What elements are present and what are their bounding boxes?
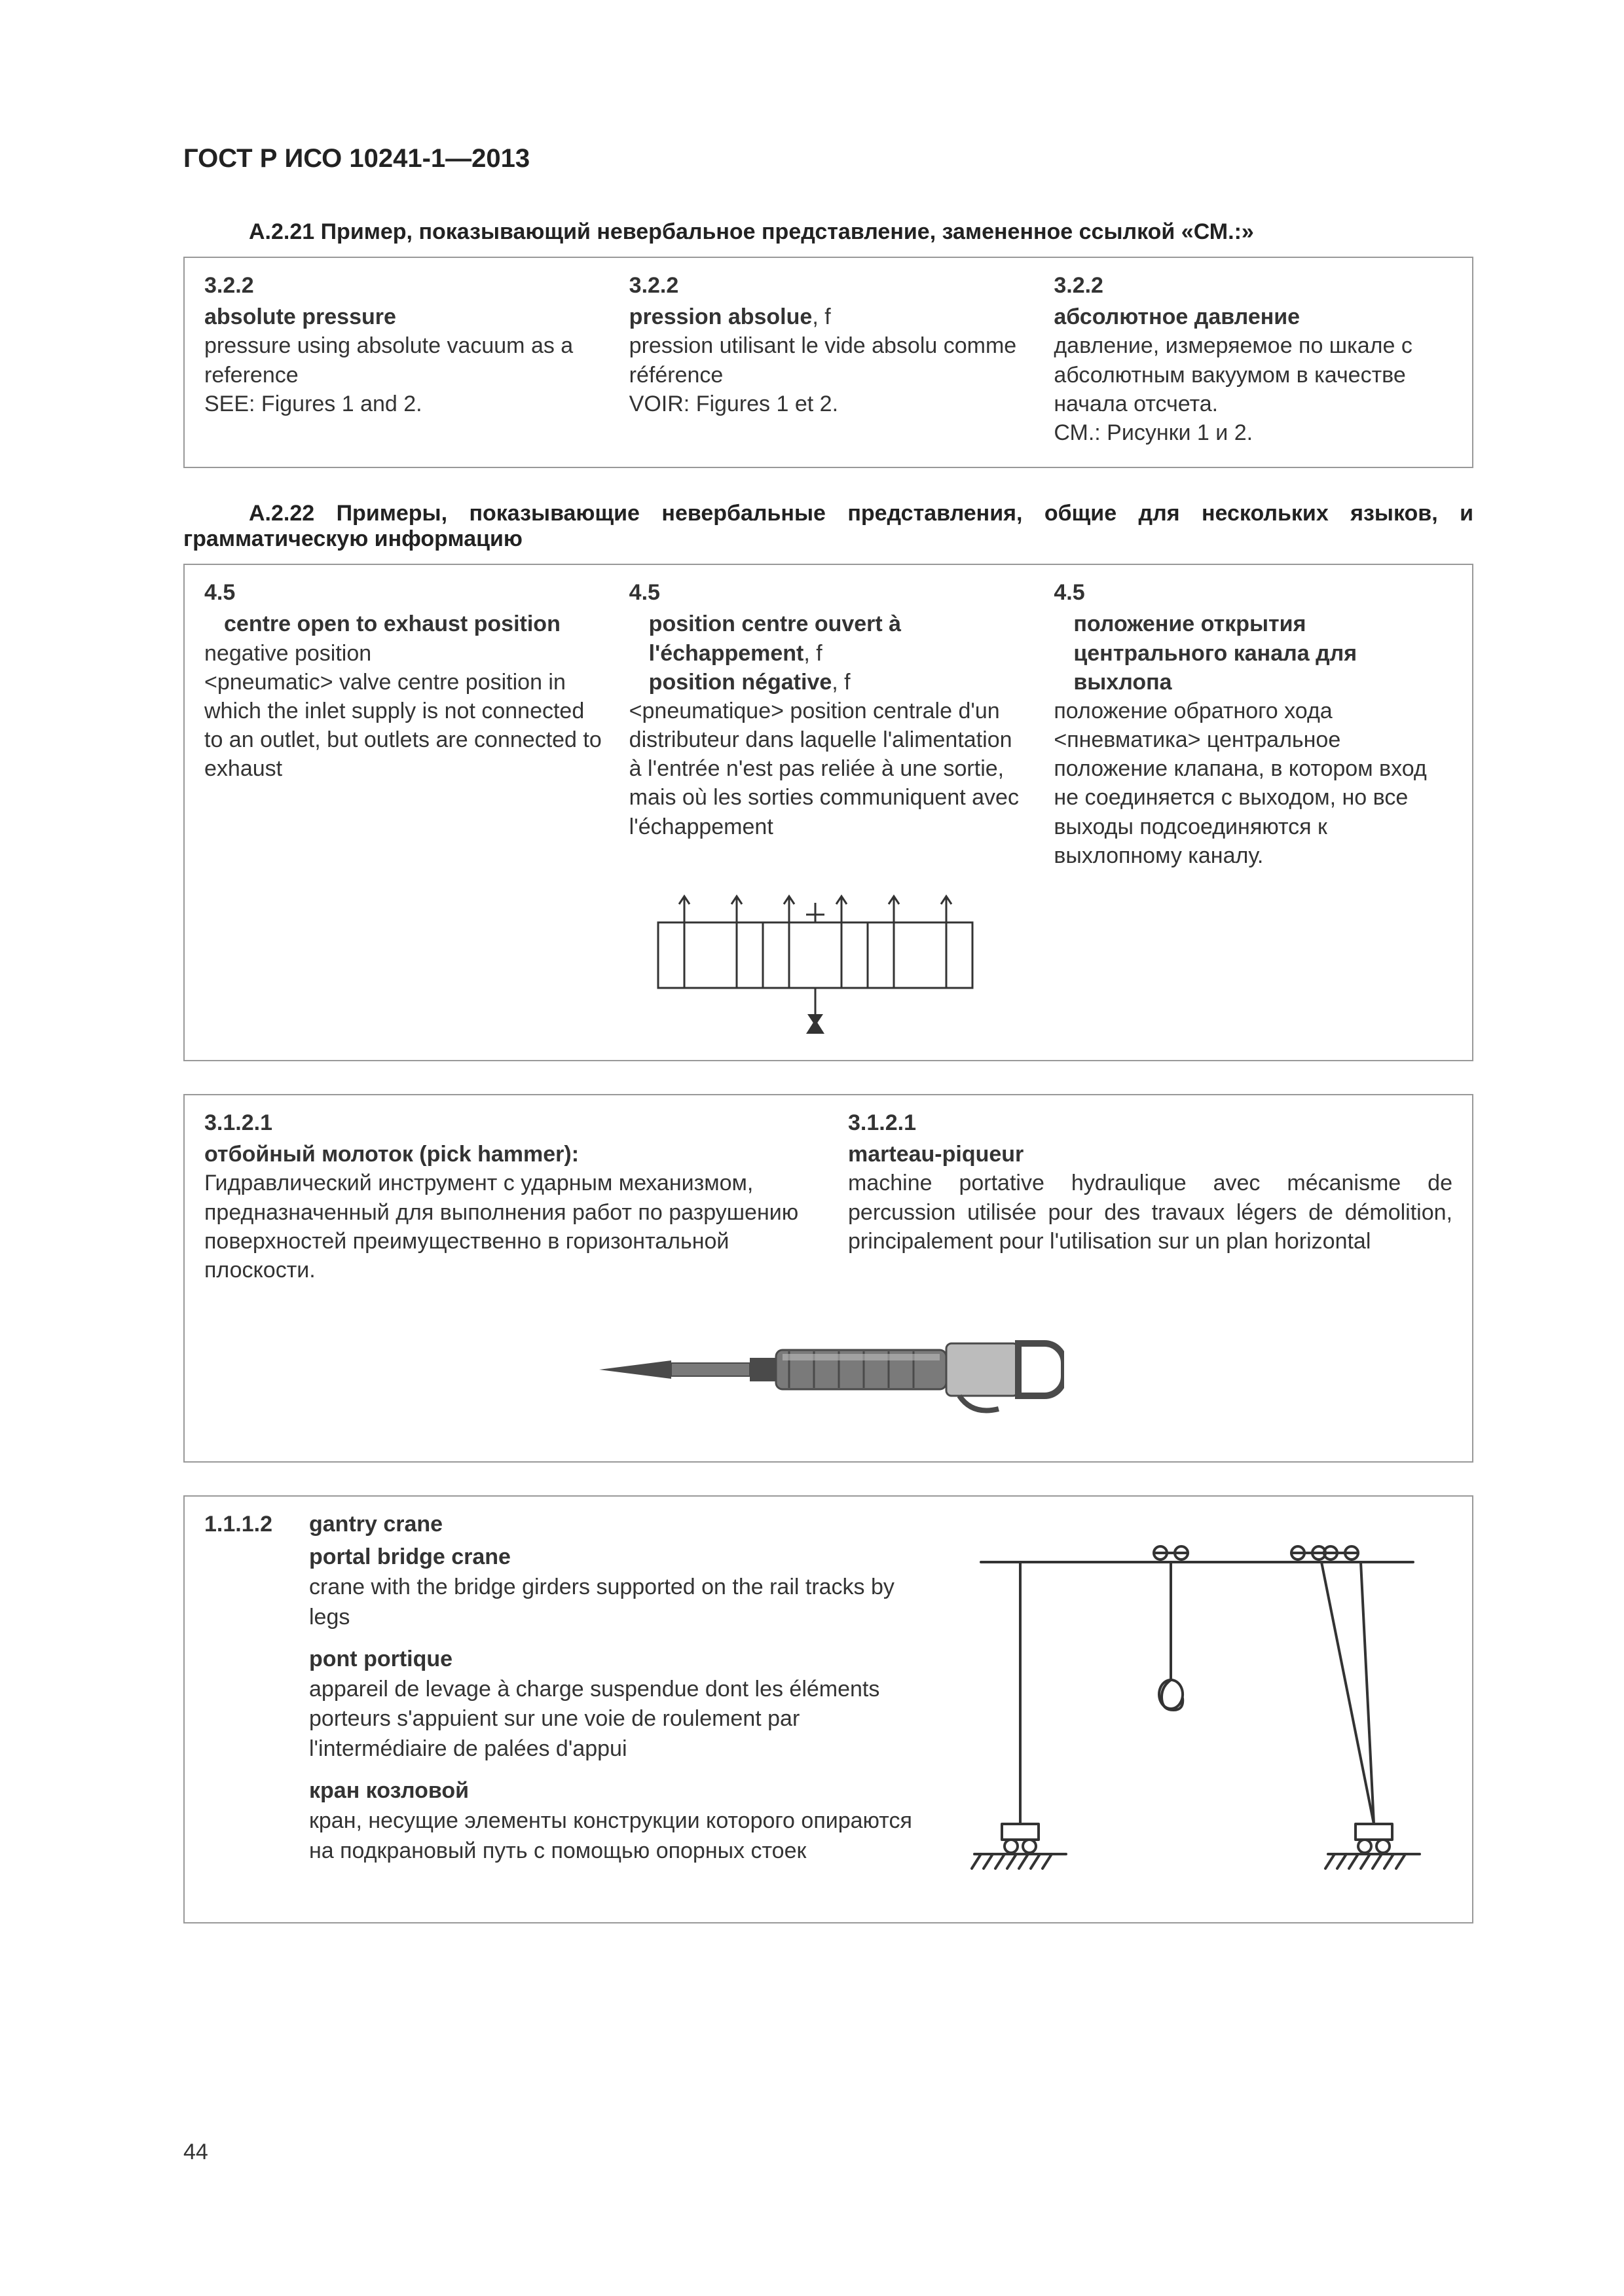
see-ref: VOIR: Figures 1 et 2. xyxy=(629,390,1028,418)
definition-fr: appareil de levage à charge suspendue do… xyxy=(309,1675,922,1765)
entry-number: 3.2.2 xyxy=(629,271,1028,300)
section-a-title: А.2.21 Пример, показывающий невербальное… xyxy=(183,219,1473,245)
section-d-box: 1.1.1.2 gantry crane portal bridge crane… xyxy=(183,1495,1473,1923)
gram-info: , f xyxy=(812,304,830,329)
definition: <пневматика> центральное положение клапа… xyxy=(1054,725,1452,870)
entry-number: 3.2.2 xyxy=(1054,271,1452,300)
section-c-col-fr: 3.1.2.1 marteau-piqueur machine portativ… xyxy=(848,1108,1452,1285)
valve-diagram xyxy=(645,883,1012,1040)
section-a-box: 3.2.2 absolute pressure pressure using a… xyxy=(183,257,1473,468)
pick-hammer-illustration xyxy=(593,1298,1064,1442)
definition: <pneumatique> position centrale d'un dis… xyxy=(629,697,1028,841)
page-number: 44 xyxy=(183,2140,208,2165)
gantry-crane-diagram xyxy=(942,1510,1452,1903)
see-ref: SEE: Figures 1 and 2. xyxy=(204,390,603,418)
term-en: gantry crane xyxy=(309,1510,922,1540)
section-a-col-en: 3.2.2 absolute pressure pressure using a… xyxy=(204,271,603,447)
doc-header: ГОСТ Р ИСО 10241-1—2013 xyxy=(183,144,1473,173)
sub-term: negative position xyxy=(204,639,603,668)
term-alt: position négative xyxy=(649,670,832,695)
gram-info: , f xyxy=(803,641,822,666)
entry-number: 4.5 xyxy=(629,578,1028,607)
definition: machine portative hydraulique avec mécan… xyxy=(848,1169,1452,1256)
definition: pression utilisant le vide absolu comme … xyxy=(629,331,1028,389)
see-ref: СМ.: Рисунки 1 и 2. xyxy=(1054,418,1452,447)
term: absolute pressure xyxy=(204,302,603,331)
definition: pressure using absolute vacuum as a refe… xyxy=(204,331,603,389)
term: положение открытия центрального канала д… xyxy=(1054,610,1452,697)
section-b-col-en: 4.5 centre open to exhaust position nega… xyxy=(204,578,603,870)
definition-en: crane with the bridge girders supported … xyxy=(309,1573,922,1633)
definition-ru: кран, несущие элементы конструкции котор… xyxy=(309,1806,922,1867)
definition: давление, измеряемое по шкале с абсолютн… xyxy=(1054,331,1452,418)
section-b-title: А.2.22 Примеры, показывающие невербальны… xyxy=(183,501,1473,552)
term: position centre ouvert à l'échappement xyxy=(649,611,901,665)
term-fr: pont portique xyxy=(309,1645,922,1675)
term: centre open to exhaust position xyxy=(204,610,603,638)
section-c-col-ru: 3.1.2.1 отбойный молоток (pick hammer): … xyxy=(204,1108,809,1285)
section-b-col-ru: 4.5 положение открытия центрального кана… xyxy=(1054,578,1452,870)
section-a-col-fr: 3.2.2 pression absolue, f pression utili… xyxy=(629,271,1028,447)
term: абсолютное давление xyxy=(1054,302,1452,331)
entry-number: 4.5 xyxy=(204,578,603,607)
section-b-col-fr: 4.5 position centre ouvert à l'échappeme… xyxy=(629,578,1028,870)
definition: Гидравлический инструмент с ударным меха… xyxy=(204,1169,809,1285)
term-en-alt: portal bridge crane xyxy=(309,1542,922,1573)
section-b-title-text: А.2.22 Примеры, показывающие невербальны… xyxy=(183,501,1473,551)
entry-number: 4.5 xyxy=(1054,578,1452,607)
term: marteau-piqueur xyxy=(848,1140,1452,1169)
term: pression absolue xyxy=(629,304,813,329)
entry-number: 3.1.2.1 xyxy=(848,1108,1452,1137)
sub-term: положение обратного хода xyxy=(1054,697,1452,725)
entry-number: 1.1.1.2 xyxy=(204,1510,289,1903)
section-c-box: 3.1.2.1 отбойный молоток (pick hammer): … xyxy=(183,1094,1473,1463)
section-a-col-ru: 3.2.2 абсолютное давление давление, изме… xyxy=(1054,271,1452,447)
definition: <pneumatic> valve centre position in whi… xyxy=(204,668,603,784)
section-b-box: 4.5 centre open to exhaust position nega… xyxy=(183,564,1473,1061)
term: отбойный молоток (pick hammer): xyxy=(204,1140,809,1169)
gram-info: , f xyxy=(832,670,850,695)
entry-number: 3.1.2.1 xyxy=(204,1108,809,1137)
entry-number: 3.2.2 xyxy=(204,271,603,300)
term-ru: кран козловой xyxy=(309,1776,922,1806)
